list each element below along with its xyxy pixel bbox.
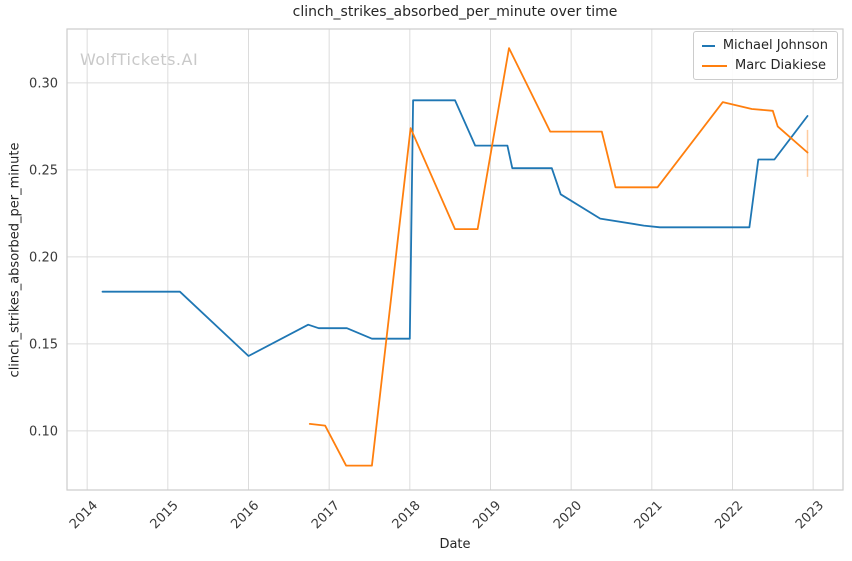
legend: Michael Johnson Marc Diakiese bbox=[693, 31, 838, 80]
y-tick-label: 0.30 bbox=[29, 76, 58, 91]
legend-line-sample bbox=[702, 64, 727, 67]
legend-label: Marc Diakiese bbox=[735, 58, 827, 73]
series-line-marc-diakiese bbox=[308, 47, 809, 467]
plot-border bbox=[66, 28, 844, 491]
y-tick-label: 0.15 bbox=[29, 337, 58, 352]
x-tick-label: 2016 bbox=[228, 498, 262, 532]
x-tick-label: 2020 bbox=[551, 498, 585, 532]
x-axis-label: Date bbox=[439, 537, 471, 552]
y-tick-label: 0.10 bbox=[29, 424, 58, 439]
y-axis-label: clinch_strikes_absorbed_per_minute bbox=[7, 142, 23, 378]
x-tick-label: 2021 bbox=[632, 498, 666, 532]
legend-item-michael-johnson: Michael Johnson bbox=[702, 37, 828, 54]
x-tick-label: 2015 bbox=[148, 498, 182, 532]
x-tick-label: 2018 bbox=[390, 498, 424, 532]
legend-label: Michael Johnson bbox=[722, 38, 828, 53]
y-tick-label: 0.25 bbox=[29, 163, 58, 178]
x-tick-label: 2019 bbox=[470, 498, 504, 532]
x-tick-label: 2023 bbox=[793, 498, 827, 532]
legend-item-marc-diakiese: Marc Diakiese bbox=[702, 57, 828, 74]
chart-title: clinch_strikes_absorbed_per_minute over … bbox=[292, 4, 618, 20]
x-tick-label: 2022 bbox=[712, 498, 746, 532]
y-tick-label: 0.20 bbox=[29, 250, 58, 265]
x-tick-label: 2014 bbox=[67, 498, 101, 532]
legend-line-sample bbox=[702, 44, 715, 47]
x-tick-label: 2017 bbox=[309, 498, 343, 532]
